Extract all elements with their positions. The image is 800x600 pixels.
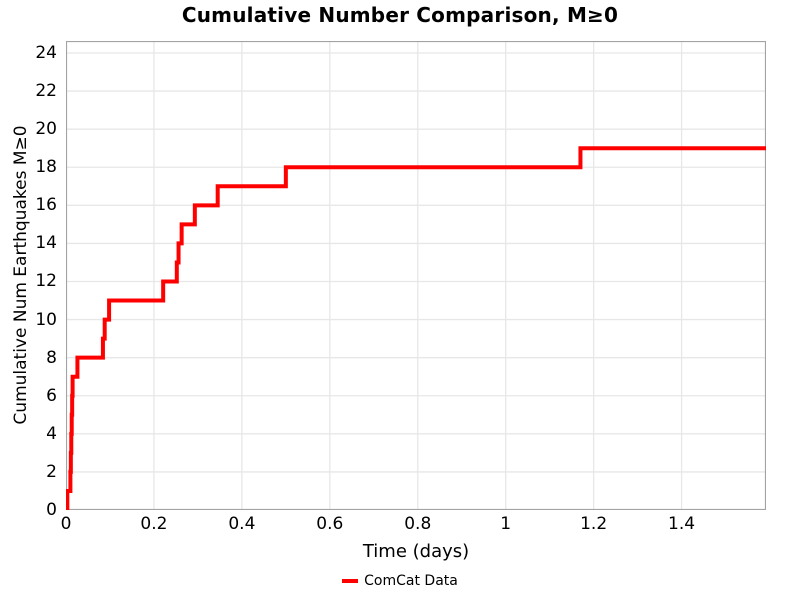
- y-tick-label: 6: [46, 385, 57, 406]
- y-tick-label: 18: [35, 157, 57, 178]
- x-tick-label: 1: [500, 514, 512, 534]
- legend-line-swatch: [342, 579, 359, 583]
- chart-title: Cumulative Number Comparison, M≥0: [181, 3, 619, 27]
- y-tick-label: 0: [46, 500, 57, 520]
- y-tick-label: 8: [46, 347, 57, 368]
- y-tick-label: 4: [46, 423, 57, 444]
- y-tick-label: 2: [46, 461, 57, 482]
- x-tick-label: 0.2: [140, 514, 168, 534]
- x-tick-label: 0.6: [316, 514, 344, 534]
- series-line-comcat-data: [66, 146, 766, 510]
- x-tick-label: 1.2: [580, 514, 608, 534]
- x-tick-label: 0.8: [404, 514, 432, 534]
- x-axis-label: Time (days): [362, 541, 470, 562]
- y-tick-label: 16: [35, 195, 57, 216]
- axes-frame: [66, 41, 766, 510]
- y-tick-label: 22: [35, 81, 57, 102]
- y-tick-label: 24: [35, 42, 57, 63]
- legend: ComCat Data: [0, 571, 800, 591]
- y-tick-label: 10: [35, 309, 57, 330]
- y-tick-label: 14: [35, 233, 57, 254]
- step-line-chart: [66, 41, 766, 510]
- y-tick-label: 12: [35, 271, 57, 292]
- x-tick-label: 0.4: [228, 514, 256, 534]
- x-tick-label: 1.4: [668, 514, 696, 534]
- legend-label: ComCat Data: [364, 573, 458, 589]
- x-tick-label: 0: [60, 514, 72, 534]
- plot-area: [66, 41, 766, 510]
- y-tick-label: 20: [35, 119, 57, 140]
